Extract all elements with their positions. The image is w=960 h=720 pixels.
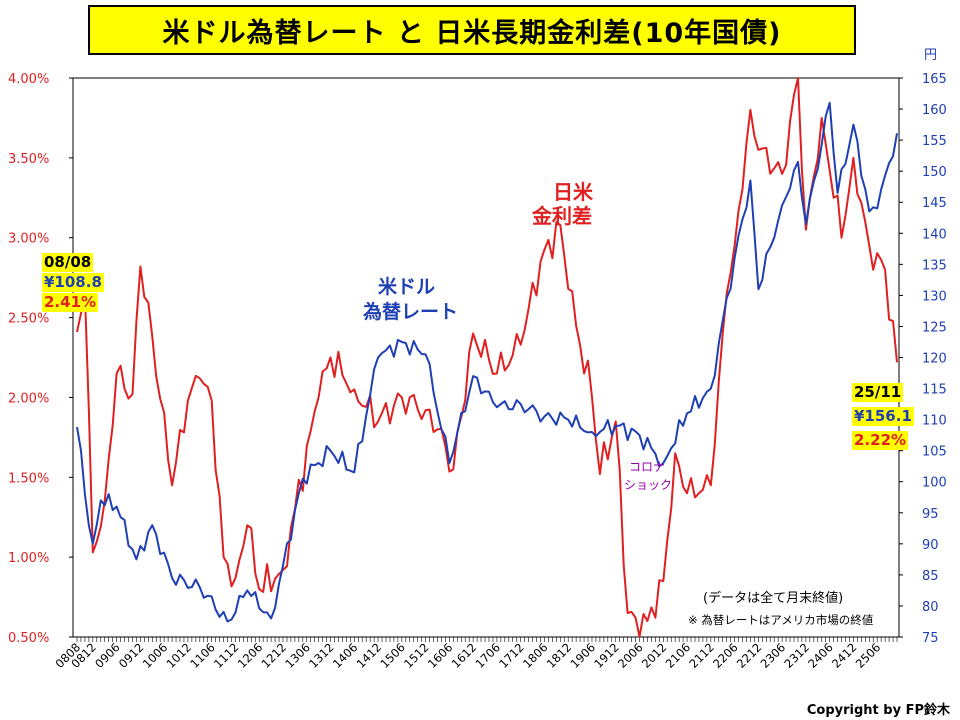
x-tick-label: 2012 bbox=[639, 640, 670, 671]
start-spread-label: 2.41% bbox=[42, 293, 99, 312]
x-axis: 0808081209060912100610121106111212061212… bbox=[53, 637, 898, 671]
x-tick-label: 1312 bbox=[306, 640, 337, 671]
y-left-tick-label: 3.00% bbox=[8, 232, 49, 247]
x-tick-label: 2206 bbox=[710, 640, 741, 671]
y-right-tick-label: 150 bbox=[922, 165, 947, 180]
y-right-tick-label: 160 bbox=[922, 103, 947, 118]
x-tick-label: 1106 bbox=[187, 640, 218, 671]
y-right-tick-label: 155 bbox=[922, 134, 947, 149]
x-tick-label: 2312 bbox=[781, 640, 812, 671]
end-date-label: 25/11 bbox=[852, 383, 904, 402]
x-tick-label: 1806 bbox=[520, 640, 551, 671]
y-right-tick-label: 140 bbox=[922, 227, 947, 242]
y-right-tick-label: 85 bbox=[922, 569, 939, 584]
x-tick-label: 1612 bbox=[449, 640, 480, 671]
corona-label-line2: ショック bbox=[624, 478, 673, 492]
spread-series-label-line1: 日米 bbox=[553, 180, 593, 204]
x-tick-label: 2506 bbox=[853, 640, 884, 671]
x-tick-label: 2112 bbox=[686, 640, 717, 671]
fx-series-line bbox=[76, 101, 898, 623]
end-spread-label: 2.22% bbox=[852, 431, 909, 450]
y-right-tick-label: 145 bbox=[922, 196, 947, 211]
start-date-label: 08/08 bbox=[42, 253, 94, 272]
y-left-tick-label: 2.00% bbox=[8, 391, 49, 406]
data-note: (データは全て月末終値) bbox=[703, 591, 844, 606]
right-axis-unit: 円 bbox=[924, 48, 938, 63]
y-right-tick-label: 95 bbox=[922, 507, 939, 522]
chart-title: 米ドル為替レート と 日米長期金利差(10年国債) bbox=[88, 5, 856, 55]
x-tick-label: 2406 bbox=[805, 640, 836, 671]
x-tick-label: 1512 bbox=[401, 640, 432, 671]
fx-note: ※ 為替レートはアメリカ市場の終値 bbox=[688, 613, 874, 627]
y-right-tick-label: 130 bbox=[922, 289, 947, 304]
y-left-tick-label: 0.50% bbox=[8, 631, 49, 646]
y-right-tick-label: 100 bbox=[922, 476, 947, 491]
x-tick-label: 1506 bbox=[377, 640, 408, 671]
x-tick-label: 1606 bbox=[425, 640, 456, 671]
x-tick-label: 1712 bbox=[496, 640, 527, 671]
x-tick-label: 0906 bbox=[92, 640, 123, 671]
end-fx-label: ¥156.1 bbox=[852, 407, 914, 426]
x-tick-label: 1212 bbox=[259, 640, 290, 671]
x-tick-label: 1906 bbox=[567, 640, 598, 671]
y-left-tick-label: 1.00% bbox=[8, 551, 49, 566]
y-axis-left: 0.50% 1.00% 1.50% 2.00% 2.50% 3.00% 3.50% 4.00% bbox=[8, 72, 73, 646]
y-right-tick-label: 125 bbox=[922, 320, 947, 335]
y-right-tick-label: 110 bbox=[922, 414, 947, 429]
y-right-tick-label: 80 bbox=[922, 600, 939, 615]
copyright: Copyright by FP鈴木 bbox=[806, 703, 950, 718]
x-tick-label: 1406 bbox=[330, 640, 361, 671]
y-left-tick-label: 2.50% bbox=[8, 312, 49, 327]
y-left-tick-label: 4.00% bbox=[8, 72, 49, 87]
y-right-tick-label: 165 bbox=[922, 72, 947, 87]
y-right-tick-label: 120 bbox=[922, 352, 947, 367]
spread-series-line bbox=[76, 77, 898, 638]
y-axis-right: 75 80 85 90 95 100 105 110 115 120 125 130 135 140 145… bbox=[899, 72, 947, 646]
x-tick-label: 1012 bbox=[163, 640, 194, 671]
fx-series-label-line1: 米ドル bbox=[378, 276, 436, 298]
start-fx-label: ¥108.8 bbox=[42, 273, 104, 292]
x-tick-label: 2212 bbox=[734, 640, 765, 671]
y-right-tick-label: 90 bbox=[922, 538, 939, 553]
plot-area bbox=[72, 77, 900, 638]
x-tick-label: 0912 bbox=[116, 640, 147, 671]
x-tick-label: 1412 bbox=[354, 640, 385, 671]
y-right-tick-label: 115 bbox=[922, 383, 947, 398]
x-tick-label: 2006 bbox=[615, 640, 646, 671]
x-tick-label: 2412 bbox=[829, 640, 860, 671]
x-tick-label: 1812 bbox=[544, 640, 575, 671]
x-tick-label: 2306 bbox=[758, 640, 789, 671]
y-right-tick-label: 135 bbox=[922, 258, 947, 273]
fx-series-label-line2: 為替レート bbox=[363, 301, 459, 323]
y-right-tick-label: 105 bbox=[922, 445, 947, 460]
x-tick-label: 1206 bbox=[235, 640, 266, 671]
x-tick-label: 2106 bbox=[663, 640, 694, 671]
x-tick-label: 1112 bbox=[211, 640, 242, 671]
x-tick-label: 1912 bbox=[591, 640, 622, 671]
y-right-tick-label: 75 bbox=[922, 631, 939, 646]
y-left-tick-label: 1.50% bbox=[8, 471, 49, 486]
spread-series-label-line2: 金利差 bbox=[532, 204, 592, 228]
x-tick-label: 1006 bbox=[140, 640, 171, 671]
x-tick-label: 1306 bbox=[282, 640, 313, 671]
y-left-tick-label: 3.50% bbox=[8, 152, 49, 167]
corona-label-line1: コロナ bbox=[629, 460, 666, 474]
x-tick-label: 1706 bbox=[472, 640, 503, 671]
